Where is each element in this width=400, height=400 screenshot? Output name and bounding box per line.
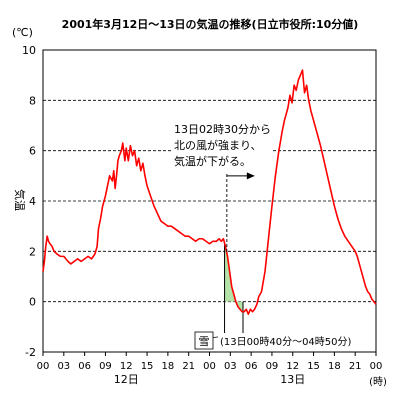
x-unit-label: (時) [369, 376, 387, 388]
x-tick-label: 18 [162, 361, 175, 372]
snow-period [195, 243, 244, 341]
y-unit-label: (℃) [12, 26, 33, 39]
x-tick-label: 00 [370, 361, 383, 372]
annotation-box [172, 118, 272, 172]
snow-labels: 雪 (13日00時40分～04時50分) [194, 331, 364, 350]
snow-label-box [194, 331, 214, 350]
y-tick-label: 2 [29, 245, 36, 258]
x-tick-label: 12 [286, 361, 299, 372]
x-tick-label: 12 [120, 361, 133, 372]
chart-title: 2001年3月12日～13日の気温の推移(日立市役所:10分値) [62, 17, 359, 31]
temperature-line [42, 69, 377, 316]
y-tick-label: 10 [22, 44, 36, 57]
y-tick-label: 6 [29, 145, 36, 158]
y-tick-label: 8 [29, 94, 36, 107]
x-tick-label: 06 [245, 361, 258, 372]
snow-label: 雪 [199, 335, 210, 348]
x-tick-label: 00 [37, 361, 50, 372]
y-axis-label: 気温 [13, 189, 27, 211]
x-tick-label: 00 [203, 361, 216, 372]
x-tick-label: 21 [182, 361, 195, 372]
annotation-line-2: 北の風が強まり、 [174, 138, 262, 152]
grid-lines [43, 99, 376, 303]
wind-annotation: 13日02時30分から 北の風が強まり、 気温が下がる。 [172, 118, 272, 254]
x-tick-label: 03 [57, 361, 70, 372]
y-tick-label: -2 [25, 346, 36, 359]
x-tick-label: 03 [224, 361, 237, 372]
snow-note: (13日00時40分～04時50分) [220, 336, 352, 348]
x-tick-label: 18 [328, 361, 341, 372]
x-tick-label: 15 [307, 361, 320, 372]
snow-note-box [218, 333, 364, 348]
temperature-series [42, 69, 377, 316]
x-tick-label: 06 [78, 361, 91, 372]
x-tick-label: 09 [266, 361, 279, 372]
y-tick-label: 4 [29, 195, 36, 208]
annotation-arrow-head [246, 172, 255, 180]
day-label: 12日 [114, 373, 139, 386]
snow-area [224, 243, 244, 312]
y-axis-ticks: 10 8 6 4 2 0 -2 [22, 44, 36, 359]
x-tick-label: 09 [99, 361, 112, 372]
annotation-line-3: 気温が下がる。 [174, 154, 251, 168]
x-tick-label: 21 [349, 361, 362, 372]
y-tick-label: 0 [29, 296, 36, 309]
annotation-line-1: 13日02時30分から [174, 123, 271, 136]
x-tick-label: 15 [141, 361, 154, 372]
day-label: 13日 [280, 373, 305, 386]
x-axis-ticks: 00 03 06 09 12 15 18 21 00 03 06 09 12 15 18 21 00 12日 13日 [37, 352, 383, 386]
